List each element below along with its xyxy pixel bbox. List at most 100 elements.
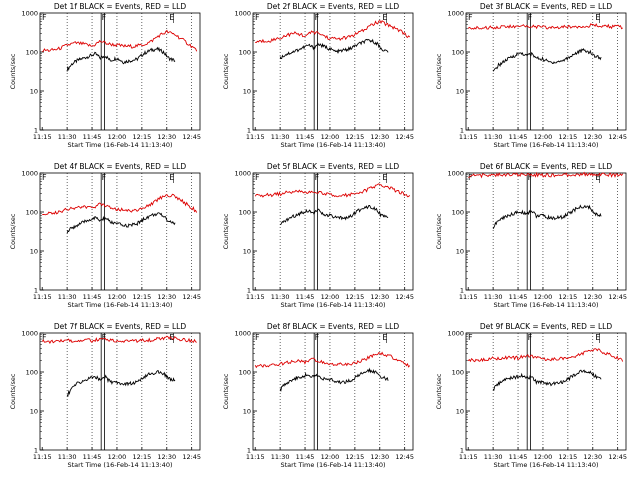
- x-axis-label: Start Time (16-Feb-14 11:13:40): [281, 461, 386, 469]
- x-tick-label: 12:00: [321, 133, 340, 141]
- marker-label: F: [102, 173, 107, 182]
- y-tick-label: 100: [26, 49, 38, 57]
- y-tick-label: 1: [247, 287, 251, 295]
- y-tick-label: 1000: [21, 330, 38, 338]
- series-events-line: [492, 369, 602, 392]
- y-tick-label: 1: [247, 447, 251, 455]
- x-axis-label: Start Time (16-Feb-14 11:13:40): [494, 461, 599, 469]
- marker-label: E: [382, 13, 387, 22]
- x-tick-label: 12:45: [395, 453, 414, 461]
- y-tick-label: 100: [452, 369, 464, 377]
- panel-title: Det 6f BLACK = Events, RED = LLD: [480, 162, 613, 171]
- x-tick-label: 12:30: [370, 453, 389, 461]
- marker-label: F: [42, 173, 47, 182]
- x-tick-label: 11:45: [509, 453, 528, 461]
- panel-title: Det 4f BLACK = Events, RED = LLD: [54, 162, 187, 171]
- series-events-line: [279, 367, 389, 393]
- y-tick-label: 1000: [234, 170, 251, 178]
- x-tick-label: 11:45: [83, 453, 102, 461]
- x-tick-label: 12:15: [346, 293, 365, 301]
- y-axis-label: Counts/sec: [435, 53, 443, 89]
- x-axis-label: Start Time (16-Feb-14 11:13:40): [68, 141, 173, 149]
- y-axis-label: Counts/sec: [9, 373, 17, 409]
- y-tick-label: 100: [239, 209, 251, 217]
- y-tick-label: 10: [456, 88, 464, 96]
- panel-title: Det 9f BLACK = Events, RED = LLD: [480, 322, 613, 331]
- plot-frame: [252, 172, 414, 291]
- x-axis-label: Start Time (16-Feb-14 11:13:40): [494, 301, 599, 309]
- x-tick-label: 12:45: [608, 133, 627, 141]
- x-tick-label: 11:45: [296, 293, 315, 301]
- y-tick-label: 100: [26, 209, 38, 217]
- x-tick-label: 12:30: [583, 453, 602, 461]
- series-events-line: [279, 38, 389, 60]
- y-tick-label: 1: [34, 447, 38, 455]
- y-axis-label: Counts/sec: [222, 213, 230, 249]
- x-tick-label: 12:30: [157, 453, 176, 461]
- x-tick-label: 12:15: [346, 453, 365, 461]
- series-lld-line: [467, 23, 623, 30]
- x-tick-label: 11:15: [459, 133, 478, 141]
- plot-frame: [465, 172, 627, 291]
- marker-label: E: [382, 173, 387, 182]
- marker-label: E: [169, 13, 174, 22]
- detector-panel-5: Det 5f BLACK = Events, RED = LLD F F E 1 10 10…: [222, 162, 414, 309]
- x-tick-label: 12:30: [583, 133, 602, 141]
- x-tick-label: 11:15: [459, 293, 478, 301]
- marker-label: F: [42, 13, 47, 22]
- y-tick-label: 1000: [447, 10, 464, 18]
- x-tick-label: 11:45: [296, 453, 315, 461]
- detector-panel-4: Det 4f BLACK = Events, RED = LLD F F E 1 10 10…: [9, 162, 201, 309]
- plot-frame: [252, 332, 414, 451]
- series-lld-line: [42, 193, 198, 216]
- x-tick-label: 12:45: [182, 453, 201, 461]
- y-tick-label: 1: [460, 127, 464, 135]
- marker-label: F: [315, 333, 320, 342]
- series-events-line: [492, 204, 602, 230]
- y-tick-label: 1: [34, 127, 38, 135]
- y-axis-label: Counts/sec: [9, 213, 17, 249]
- x-axis-label: Start Time (16-Feb-14 11:13:40): [68, 301, 173, 309]
- x-tick-label: 12:45: [608, 453, 627, 461]
- y-axis-label: Counts/sec: [222, 53, 230, 89]
- x-tick-label: 11:15: [33, 133, 52, 141]
- panel-title: Det 7f BLACK = Events, RED = LLD: [54, 322, 187, 331]
- marker-label: E: [595, 13, 600, 22]
- detector-panel-3: Det 3f BLACK = Events, RED = LLD F F E 1 10 10…: [435, 2, 627, 149]
- x-axis-label: Start Time (16-Feb-14 11:13:40): [68, 461, 173, 469]
- marker-label: F: [255, 173, 260, 182]
- x-axis-label: Start Time (16-Feb-14 11:13:40): [281, 141, 386, 149]
- series-lld-line: [467, 348, 624, 363]
- x-axis-label: Start Time (16-Feb-14 11:13:40): [494, 141, 599, 149]
- panel-title: Det 1f BLACK = Events, RED = LLD: [54, 2, 187, 11]
- x-tick-label: 12:15: [133, 293, 152, 301]
- x-tick-label: 11:30: [271, 453, 290, 461]
- x-tick-label: 12:30: [583, 293, 602, 301]
- y-tick-label: 10: [456, 248, 464, 256]
- x-tick-label: 12:30: [370, 293, 389, 301]
- y-tick-label: 1: [460, 447, 464, 455]
- series-lld-line: [254, 351, 411, 369]
- y-axis-label: Counts/sec: [435, 213, 443, 249]
- marker-label: F: [468, 173, 473, 182]
- x-tick-label: 11:15: [246, 133, 265, 141]
- marker-label: E: [595, 333, 600, 342]
- x-tick-label: 12:15: [346, 133, 365, 141]
- y-tick-label: 10: [30, 248, 38, 256]
- marker-label: F: [468, 13, 473, 22]
- y-axis-label: Counts/sec: [435, 373, 443, 409]
- y-tick-label: 10: [243, 408, 251, 416]
- detector-panel-9: Det 9f BLACK = Events, RED = LLD F F E 1 10 10…: [435, 322, 627, 469]
- x-tick-label: 12:30: [157, 293, 176, 301]
- series-lld-line: [41, 335, 197, 345]
- y-tick-label: 10: [243, 248, 251, 256]
- y-tick-label: 100: [239, 369, 251, 377]
- marker-label: F: [315, 173, 320, 182]
- x-tick-label: 11:30: [58, 453, 77, 461]
- panel-title: Det 2f BLACK = Events, RED = LLD: [267, 2, 400, 11]
- x-tick-label: 12:00: [108, 453, 127, 461]
- x-tick-label: 12:00: [321, 293, 340, 301]
- marker-label: F: [468, 333, 473, 342]
- y-tick-label: 1: [247, 127, 251, 135]
